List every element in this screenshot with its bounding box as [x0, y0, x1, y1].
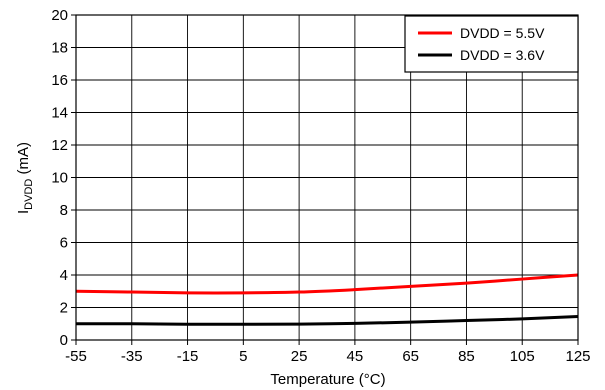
y-tick-label: 20 [51, 7, 68, 24]
x-tick-label: 65 [402, 348, 419, 365]
legend: DVDD = 5.5V DVDD = 3.6V [404, 15, 579, 73]
x-tick-label: 25 [291, 348, 308, 365]
x-tick-label: 45 [347, 348, 364, 365]
legend-box [404, 15, 579, 73]
y-axis-label-unit: (mA) [15, 142, 32, 179]
x-tick-label: 85 [458, 348, 475, 365]
y-tick-label: 12 [51, 137, 68, 154]
x-axis-label: Temperature (°C) [270, 371, 385, 388]
y-tick-label: 14 [51, 105, 68, 122]
x-tick-label: 125 [565, 348, 590, 365]
series-line-1 [75, 273, 579, 295]
y-tick-label: 2 [60, 300, 68, 317]
tick-labels: -55 -35 -15 5 25 45 65 85 105 125 0 2 4 6 8 10 12 14 16 18 2… [51, 7, 590, 365]
y-tick-label: 6 [60, 235, 68, 252]
legend-label-series-1: DVDD = 5.5V [460, 25, 545, 41]
y-tick-label: 4 [60, 267, 68, 284]
legend-label-series-2: DVDD = 3.6V [460, 47, 545, 63]
y-tick-label: 8 [60, 202, 68, 219]
y-tick-label: 16 [51, 72, 68, 89]
x-tick-label: -55 [65, 348, 87, 365]
series-lines [75, 273, 579, 326]
x-tick-label: 105 [510, 348, 535, 365]
y-tick-label: 0 [60, 332, 68, 349]
y-tick-label: 10 [51, 170, 68, 187]
y-axis-label-main: I [15, 210, 32, 214]
x-tick-label: 5 [239, 348, 247, 365]
x-tick-label: -15 [177, 348, 199, 365]
y-axis-label: IDVDD (mA) [15, 142, 35, 214]
y-tick-label: 18 [51, 40, 68, 57]
y-axis-label-subscript: DVDD [23, 179, 35, 210]
series-line-2 [75, 314, 579, 326]
x-tick-label: -35 [121, 348, 143, 365]
